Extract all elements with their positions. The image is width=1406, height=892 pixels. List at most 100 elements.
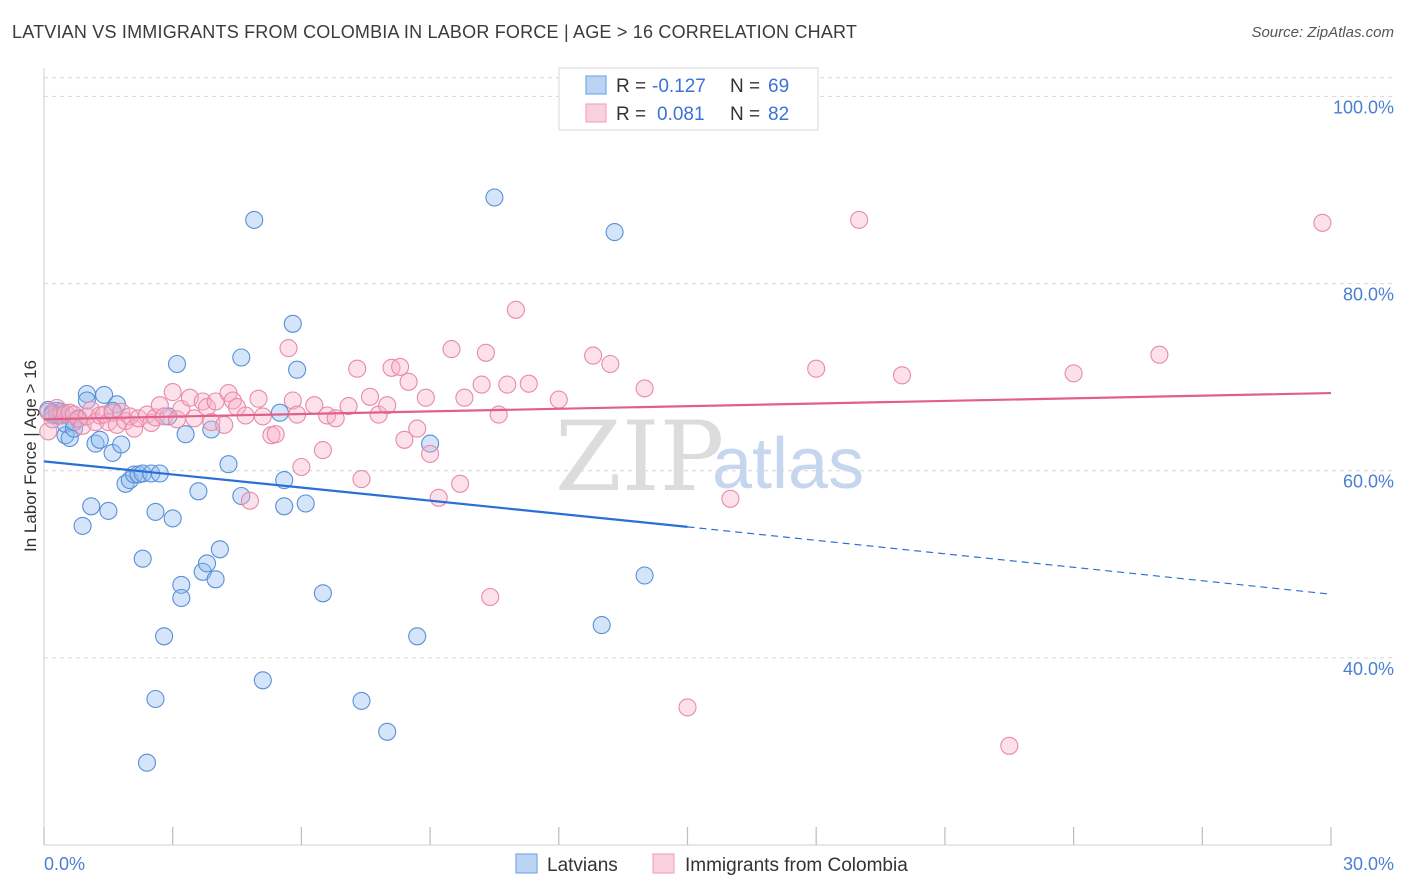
colombia-point — [451, 474, 470, 493]
legend-swatch-latvians — [585, 75, 607, 95]
bottom-legend-swatch-latvians — [515, 853, 538, 874]
y-axis-title: In Labor Force | Age > 16 — [21, 360, 40, 552]
latvians-point — [73, 516, 92, 535]
grid-lines — [44, 77, 1394, 659]
colombia-point — [421, 444, 440, 463]
legend-r-label: R = — [616, 104, 646, 125]
x-tick-label-min: 0.0% — [44, 854, 85, 874]
latvians-point — [90, 430, 109, 449]
colombia-point — [249, 389, 268, 408]
colombia-point — [399, 372, 418, 391]
latvians-point — [485, 188, 504, 207]
colombia-point — [721, 489, 740, 508]
colombia-point — [163, 383, 182, 402]
colombia-point — [455, 388, 474, 407]
colombia-point — [549, 390, 568, 409]
latvians-point — [232, 486, 251, 506]
latvians-point — [137, 753, 157, 772]
latvians-point — [163, 509, 182, 528]
colombia-point — [489, 405, 508, 424]
colombia-point — [678, 698, 697, 717]
colombia-point — [442, 340, 461, 359]
latvians-point — [167, 354, 187, 374]
latvians-point — [133, 549, 152, 568]
bottom-legend-label-latvians: Latvians — [547, 855, 618, 876]
colombia-point — [498, 375, 517, 394]
latvians-point — [232, 348, 251, 367]
colombia-point — [215, 415, 234, 434]
trend-line-colombia — [43, 391, 1332, 421]
colombia-point — [807, 359, 826, 378]
colombia-point — [266, 425, 285, 444]
watermark: ZIP atlas — [555, 401, 864, 513]
latvians-point — [421, 434, 440, 453]
bottom-legend-label-colombia: Immigrants from Colombia — [685, 855, 908, 876]
colombia-point — [635, 379, 654, 398]
colombia-point — [408, 419, 427, 438]
watermark-zip: ZIP — [555, 401, 724, 513]
latvians-point — [283, 314, 302, 333]
y-tick-label: 80.0% — [1343, 285, 1394, 305]
latvians-point — [146, 689, 165, 709]
colombia-point — [601, 354, 620, 374]
colombia-point — [39, 422, 58, 441]
latvians-point — [313, 584, 332, 603]
trend-line-latvians-extension — [687, 526, 1332, 595]
legend: R = -0.127 N = 69 R = 0.081 N = 82 — [558, 67, 819, 131]
colombia-point — [150, 396, 169, 415]
legend-r-value: -0.127 — [652, 76, 706, 97]
colombia-point — [39, 402, 58, 421]
chart-title: LATVIAN VS IMMIGRANTS FROM COLOMBIA IN L… — [12, 22, 858, 42]
latvians-point — [288, 360, 307, 379]
y-tick-label: 40.0% — [1343, 659, 1394, 679]
colombia-point — [313, 441, 332, 460]
colombia-point — [339, 397, 358, 416]
bottom-legend-swatch-colombia — [652, 853, 675, 874]
latvians-point — [275, 497, 294, 516]
legend-swatch-colombia — [585, 103, 607, 123]
latvians-point — [155, 627, 174, 646]
latvians-point — [296, 494, 315, 513]
colombia-point — [378, 396, 397, 415]
y-tick-labels: 100.0% 80.0% 60.0% 40.0% — [1333, 97, 1394, 678]
colombia-point — [892, 366, 912, 385]
latvians-point — [408, 627, 427, 646]
latvians-point — [378, 722, 397, 741]
legend-n-label: N = — [730, 76, 760, 97]
latvians-point — [172, 575, 191, 594]
colombia-point — [348, 359, 367, 378]
latvians-point — [206, 570, 225, 589]
colombia-point — [429, 488, 448, 507]
colombia-point — [584, 346, 603, 365]
colombia-point — [472, 375, 491, 394]
latvians-point — [172, 588, 191, 608]
colombia-point — [279, 339, 298, 358]
colombia-point — [506, 300, 525, 319]
latvians-point — [146, 502, 165, 521]
colombia-point — [283, 391, 302, 410]
colombia-point — [850, 210, 869, 229]
trend-line-latvians — [43, 460, 688, 528]
latvians-point — [77, 391, 96, 410]
legend-r-label: R = — [616, 76, 646, 97]
colombia-point — [253, 407, 272, 426]
legend-n-value: 69 — [768, 76, 789, 97]
colombia-point — [1064, 364, 1083, 383]
watermark-atlas: atlas — [712, 424, 864, 504]
latvians-point — [592, 616, 611, 635]
latvians-point — [197, 554, 217, 573]
trend-lines — [43, 391, 1332, 595]
latvians-point — [112, 435, 131, 454]
y-tick-label: 100.0% — [1333, 97, 1394, 117]
colombia-point — [1000, 736, 1019, 755]
latvians-point — [253, 671, 272, 690]
colombia-point — [1150, 345, 1169, 364]
colombia-point — [416, 388, 435, 407]
colombia-point — [395, 430, 414, 449]
colombia-point — [391, 357, 410, 376]
colombia-point — [240, 491, 259, 510]
latvians-point — [635, 566, 654, 585]
scatter-points — [39, 188, 1332, 772]
colombia-point — [481, 587, 500, 607]
